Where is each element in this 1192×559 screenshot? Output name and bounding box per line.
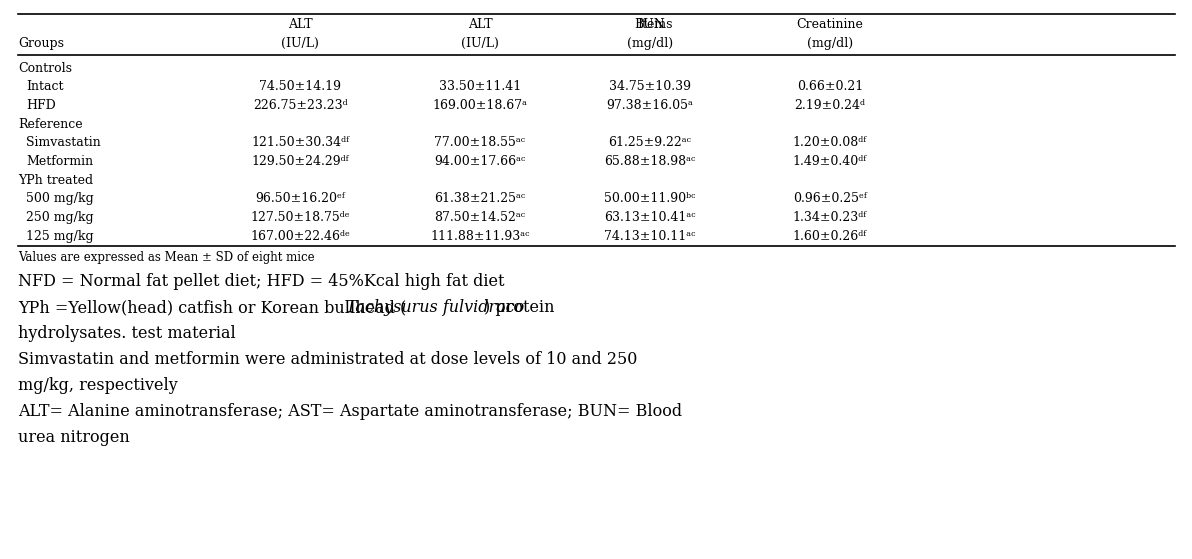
Text: 1.49±0.40ᵈᶠ: 1.49±0.40ᵈᶠ: [793, 155, 867, 168]
Text: Intact: Intact: [26, 80, 63, 93]
Text: Metformin: Metformin: [26, 155, 93, 168]
Text: Items: Items: [638, 18, 672, 31]
Text: BUN: BUN: [634, 18, 665, 31]
Text: 1.60±0.26ᵈᶠ: 1.60±0.26ᵈᶠ: [793, 230, 867, 243]
Text: 0.96±0.25ᵉᶠ: 0.96±0.25ᵉᶠ: [793, 192, 867, 205]
Text: (mg/dl): (mg/dl): [807, 36, 853, 50]
Text: 77.00±18.55ᵃᶜ: 77.00±18.55ᵃᶜ: [434, 136, 526, 149]
Text: (mg/dl): (mg/dl): [627, 36, 673, 50]
Text: YPh treated: YPh treated: [18, 173, 93, 187]
Text: 87.50±14.52ᵃᶜ: 87.50±14.52ᵃᶜ: [434, 211, 526, 224]
Text: YPh =Yellow(head) catfish or Korean bullhead (: YPh =Yellow(head) catfish or Korean bull…: [18, 299, 406, 316]
Text: 226.75±23.23ᵈ: 226.75±23.23ᵈ: [253, 99, 347, 112]
Text: (IU/L): (IU/L): [281, 36, 319, 50]
Text: Tachysurus fulvidraco: Tachysurus fulvidraco: [346, 299, 524, 316]
Text: 65.88±18.98ᵃᶜ: 65.88±18.98ᵃᶜ: [604, 155, 696, 168]
Text: Simvastatin and metformin were administrated at dose levels of 10 and 250: Simvastatin and metformin were administr…: [18, 351, 638, 368]
Text: 127.50±18.75ᵈᵉ: 127.50±18.75ᵈᵉ: [250, 211, 349, 224]
Text: Values are expressed as Mean ± SD of eight mice: Values are expressed as Mean ± SD of eig…: [18, 251, 315, 264]
Text: 94.00±17.66ᵃᶜ: 94.00±17.66ᵃᶜ: [434, 155, 526, 168]
Text: 167.00±22.46ᵈᵉ: 167.00±22.46ᵈᵉ: [250, 230, 350, 243]
Text: 250 mg/kg: 250 mg/kg: [26, 211, 94, 224]
Text: hydrolysates. test material: hydrolysates. test material: [18, 325, 236, 342]
Text: 50.00±11.90ᵇᶜ: 50.00±11.90ᵇᶜ: [604, 192, 696, 205]
Text: 111.88±11.93ᵃᶜ: 111.88±11.93ᵃᶜ: [430, 230, 529, 243]
Text: (IU/L): (IU/L): [461, 36, 499, 50]
Text: 1.20±0.08ᵈᶠ: 1.20±0.08ᵈᶠ: [793, 136, 867, 149]
Text: HFD: HFD: [26, 99, 56, 112]
Text: 34.75±10.39: 34.75±10.39: [609, 80, 691, 93]
Text: ALT: ALT: [467, 18, 492, 31]
Text: 169.00±18.67ᵃ: 169.00±18.67ᵃ: [433, 99, 528, 112]
Text: urea nitrogen: urea nitrogen: [18, 429, 130, 446]
Text: 74.50±14.19: 74.50±14.19: [259, 80, 341, 93]
Text: mg/kg, respectively: mg/kg, respectively: [18, 377, 178, 394]
Text: 500 mg/kg: 500 mg/kg: [26, 192, 94, 205]
Text: Reference: Reference: [18, 117, 82, 130]
Text: 2.19±0.24ᵈ: 2.19±0.24ᵈ: [795, 99, 865, 112]
Text: 33.50±11.41: 33.50±11.41: [439, 80, 521, 93]
Text: 97.38±16.05ᵃ: 97.38±16.05ᵃ: [607, 99, 694, 112]
Text: 63.13±10.41ᵃᶜ: 63.13±10.41ᵃᶜ: [604, 211, 696, 224]
Text: Creatinine: Creatinine: [796, 18, 863, 31]
Text: ALT: ALT: [287, 18, 312, 31]
Text: 96.50±16.20ᵉᶠ: 96.50±16.20ᵉᶠ: [255, 192, 344, 205]
Text: 121.50±30.34ᵈᶠ: 121.50±30.34ᵈᶠ: [252, 136, 349, 149]
Text: ALT= Alanine aminotransferase; AST= Aspartate aminotransferase; BUN= Blood: ALT= Alanine aminotransferase; AST= Aspa…: [18, 403, 682, 420]
Text: 129.50±24.29ᵈᶠ: 129.50±24.29ᵈᶠ: [252, 155, 349, 168]
Text: Controls: Controls: [18, 61, 72, 74]
Text: Simvastatin: Simvastatin: [26, 136, 101, 149]
Text: 74.13±10.11ᵃᶜ: 74.13±10.11ᵃᶜ: [604, 230, 696, 243]
Text: Groups: Groups: [18, 36, 64, 50]
Text: 125 mg/kg: 125 mg/kg: [26, 230, 94, 243]
Text: 61.38±21.25ᵃᶜ: 61.38±21.25ᵃᶜ: [434, 192, 526, 205]
Text: 0.66±0.21: 0.66±0.21: [797, 80, 863, 93]
Text: 61.25±9.22ᵃᶜ: 61.25±9.22ᵃᶜ: [608, 136, 691, 149]
Text: 1.34±0.23ᵈᶠ: 1.34±0.23ᵈᶠ: [793, 211, 867, 224]
Text: ) protein: ) protein: [484, 299, 554, 316]
Text: NFD = Normal fat pellet diet; HFD = 45%Kcal high fat diet: NFD = Normal fat pellet diet; HFD = 45%K…: [18, 273, 504, 290]
